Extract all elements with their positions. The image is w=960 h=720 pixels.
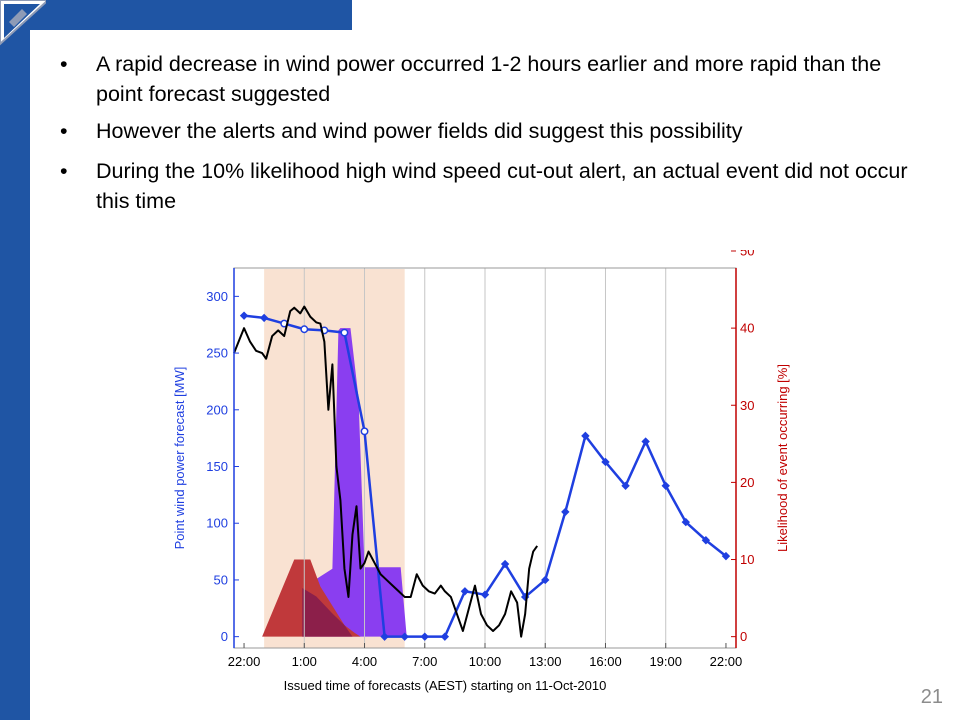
wind-power-chart: 0 50 100 150 200 250 300 0 10 20 30 40 50 22:00 1:00 4:… [172, 250, 790, 693]
y-axis-left-label: Point wind power forecast [MW] [172, 367, 187, 550]
y-right-tick-label: 30 [740, 398, 754, 413]
forecast-point [541, 575, 550, 585]
forecast-point [681, 517, 690, 527]
forecast-point [380, 632, 389, 641]
left-accent-bar [0, 0, 30, 720]
y-left-tick-label: 50 [214, 572, 228, 587]
x-tick-label: 13:00 [529, 654, 562, 669]
likelihood-high-area [302, 328, 407, 637]
y-right-tick-label: 10 [740, 552, 754, 567]
y-left-tick-label: 0 [221, 629, 228, 644]
x-tick-label: 19:00 [649, 654, 682, 669]
forecast-point [360, 427, 369, 436]
overlap-area [302, 588, 353, 637]
forecast-point [641, 437, 650, 446]
y-right-tick-label: 50 [740, 250, 754, 258]
series-layer [233, 305, 731, 641]
forecast-point [340, 328, 349, 337]
forecast-point [561, 507, 570, 517]
x-tick-label: 4:00 [352, 654, 377, 669]
bullet-item: However the alerts and wind power fields… [60, 116, 930, 146]
y-left-tick-label: 100 [206, 516, 228, 531]
y-left-tick-label: 150 [206, 459, 228, 474]
forecast-point [239, 311, 249, 320]
actual-power-line [233, 305, 539, 638]
y-right-tick-label: 20 [740, 475, 754, 490]
y-axis-right-label: Likelihood of event occurring [%] [775, 364, 790, 552]
x-tick-label: 7:00 [412, 654, 437, 669]
x-tick-label: 16:00 [589, 654, 622, 669]
forecast-point [300, 325, 309, 334]
x-tick-label: 10:00 [469, 654, 502, 669]
y-right-tick-label: 40 [740, 321, 754, 336]
forecast-point [440, 632, 450, 641]
bullet-item: During the 10% likelihood high wind spee… [60, 156, 930, 216]
y-left-tick-label: 300 [206, 289, 228, 304]
x-tick-label: 1:00 [292, 654, 317, 669]
forecast-point [581, 431, 590, 441]
bullet-item: A rapid decrease in wind power occurred … [60, 49, 930, 109]
forecast-point [601, 457, 610, 467]
y-left-tick-label: 250 [206, 346, 228, 361]
bullet-list: A rapid decrease in wind power occurred … [60, 49, 930, 216]
corner-logo [0, 0, 46, 46]
axes-layer: 0 50 100 150 200 250 300 0 10 20 30 40 50 22:00 1:00 4:… [206, 250, 754, 669]
y-left-tick-label: 200 [206, 402, 228, 417]
forecast-point [500, 559, 510, 569]
y-right-tick-label: 0 [740, 629, 747, 644]
x-axis-label: Issued time of forecasts (AEST) starting… [284, 678, 607, 693]
page-number: 21 [920, 686, 943, 708]
x-tick-label: 22:00 [228, 654, 261, 669]
forecast-point [721, 551, 731, 561]
x-tick-label: 22:00 [710, 654, 743, 669]
forecast-point [259, 313, 269, 323]
forecast-point [460, 587, 470, 596]
top-accent-bar [30, 0, 352, 30]
likelihood-areas-layer [262, 328, 407, 637]
forecast-point [400, 632, 409, 641]
forecast-point [420, 632, 429, 641]
